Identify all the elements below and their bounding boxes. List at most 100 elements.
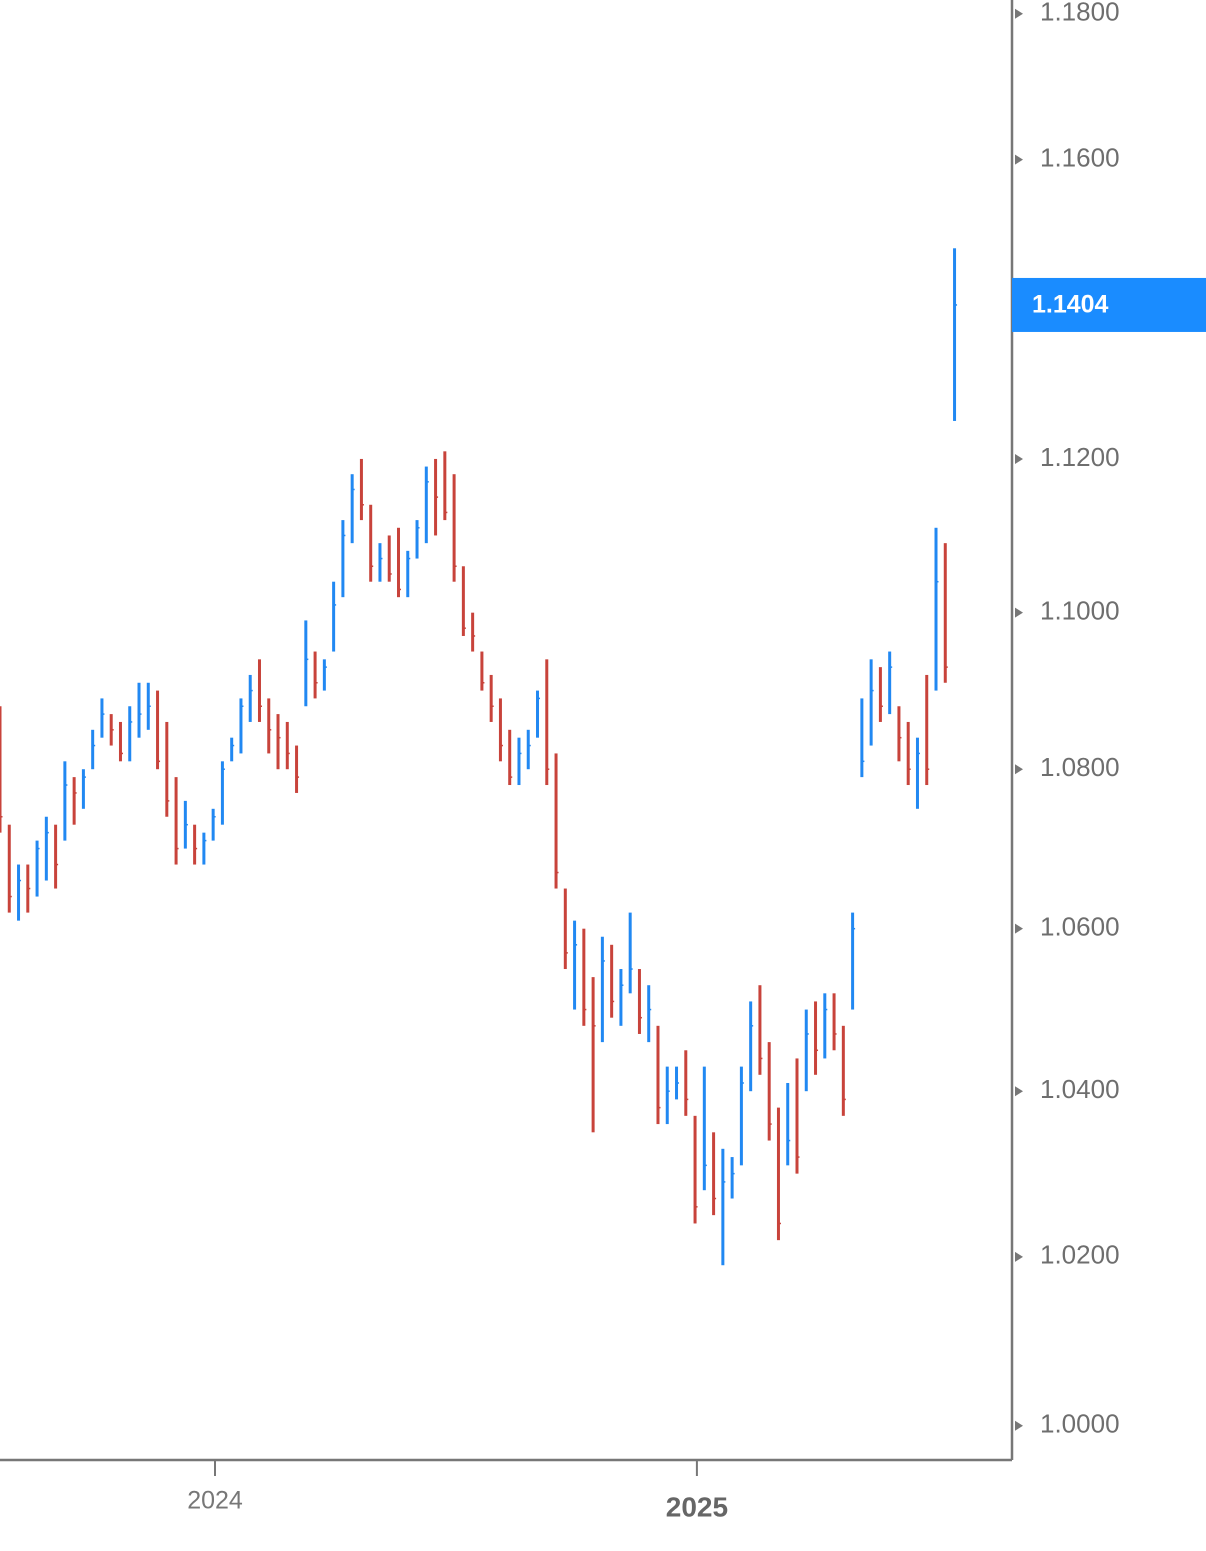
price-bar bbox=[841, 1025, 845, 1116]
y-tick-label: 1.0000 bbox=[1040, 1409, 1120, 1439]
price-bar bbox=[369, 504, 373, 582]
price-bar bbox=[508, 729, 512, 786]
price-bar bbox=[906, 721, 910, 786]
price-bar bbox=[665, 1066, 669, 1125]
price-bar bbox=[415, 520, 419, 559]
price-bar bbox=[54, 824, 58, 889]
price-bar bbox=[637, 969, 641, 1034]
price-bar bbox=[211, 808, 215, 841]
price-bar bbox=[767, 1042, 771, 1141]
price-bar bbox=[128, 706, 132, 762]
price-bar bbox=[832, 993, 836, 1051]
price-bar bbox=[63, 761, 67, 841]
price-bar bbox=[304, 620, 308, 707]
price-bar bbox=[489, 674, 493, 722]
y-tick-mark bbox=[1015, 607, 1023, 618]
price-bar bbox=[915, 737, 919, 809]
price-bar bbox=[758, 985, 762, 1075]
price-bar bbox=[776, 1107, 780, 1241]
price-bar bbox=[860, 698, 864, 778]
price-bar bbox=[804, 1009, 808, 1092]
price-bar bbox=[526, 729, 530, 770]
y-tick-mark bbox=[1015, 154, 1023, 165]
price-bar bbox=[72, 777, 76, 825]
price-bar bbox=[17, 864, 21, 921]
price-bar bbox=[0, 706, 2, 833]
price-bar bbox=[202, 832, 206, 865]
price-bar bbox=[702, 1066, 706, 1191]
y-tick-mark bbox=[1015, 1251, 1023, 1262]
price-bar bbox=[295, 745, 299, 793]
y-tick-label: 1.1600 bbox=[1040, 142, 1120, 172]
price-bar bbox=[934, 527, 938, 691]
price-bar bbox=[721, 1148, 725, 1266]
price-bar bbox=[406, 550, 410, 598]
price-bar bbox=[582, 928, 586, 1026]
price-bar bbox=[156, 690, 160, 770]
price-bar bbox=[322, 659, 326, 691]
price-bar bbox=[498, 698, 502, 762]
price-bar bbox=[350, 474, 354, 544]
price-bar bbox=[563, 888, 567, 970]
price-bar bbox=[869, 659, 873, 746]
price-bar bbox=[396, 527, 400, 598]
price-bar bbox=[193, 824, 197, 865]
y-tick-mark bbox=[1015, 1086, 1023, 1097]
price-bar bbox=[359, 458, 363, 521]
price-bar bbox=[897, 706, 901, 762]
price-bar bbox=[165, 721, 169, 817]
price-bar bbox=[137, 682, 141, 738]
price-bar bbox=[285, 721, 289, 770]
price-bar bbox=[81, 769, 85, 809]
price-bar bbox=[814, 1001, 818, 1075]
price-bar bbox=[35, 840, 39, 897]
price-bar bbox=[693, 1115, 697, 1224]
y-tick-mark bbox=[1015, 8, 1023, 19]
last-price-box bbox=[1012, 277, 1206, 332]
price-bar bbox=[786, 1082, 790, 1166]
y-tick-label: 1.1200 bbox=[1040, 442, 1120, 472]
y-tick-label: 1.0600 bbox=[1040, 912, 1120, 942]
price-bar bbox=[851, 912, 855, 1010]
price-bar bbox=[118, 721, 122, 762]
price-bar bbox=[573, 920, 577, 1010]
price-bar bbox=[925, 674, 929, 786]
x-tick-label: 2025 bbox=[666, 1491, 728, 1522]
y-tick-mark bbox=[1015, 453, 1023, 464]
price-bar bbox=[878, 667, 882, 722]
price-bar bbox=[943, 543, 947, 683]
price-bar bbox=[471, 612, 475, 652]
y-tick-label: 1.0400 bbox=[1040, 1074, 1120, 1104]
price-bar bbox=[7, 824, 11, 913]
price-bar bbox=[712, 1132, 716, 1216]
price-bar bbox=[276, 714, 280, 770]
price-bar bbox=[91, 729, 95, 770]
price-bar bbox=[230, 737, 234, 762]
price-bar bbox=[424, 466, 428, 544]
price-bar bbox=[628, 912, 632, 994]
last-price-label: 1.1404 bbox=[1032, 291, 1109, 319]
price-bar bbox=[684, 1050, 688, 1116]
price-bar bbox=[749, 1001, 753, 1092]
price-bar bbox=[953, 248, 957, 421]
price-bar bbox=[795, 1058, 799, 1174]
price-bar bbox=[332, 581, 336, 652]
price-bar bbox=[656, 1025, 660, 1125]
price-bar bbox=[647, 985, 651, 1043]
price-bar bbox=[44, 816, 48, 881]
price-bar bbox=[100, 698, 104, 738]
price-bar bbox=[267, 698, 271, 754]
price-bar bbox=[480, 651, 484, 691]
price-bar bbox=[452, 474, 456, 582]
price-bar bbox=[610, 944, 614, 1018]
price-bar bbox=[600, 936, 604, 1043]
x-tick-label: 2024 bbox=[187, 1487, 243, 1515]
price-bar bbox=[591, 977, 595, 1133]
price-bar bbox=[387, 535, 391, 582]
y-tick-label: 1.0800 bbox=[1040, 752, 1120, 782]
y-tick-mark bbox=[1015, 1420, 1023, 1431]
price-bar bbox=[517, 737, 521, 786]
price-bar bbox=[536, 690, 540, 738]
price-bar bbox=[220, 761, 224, 825]
